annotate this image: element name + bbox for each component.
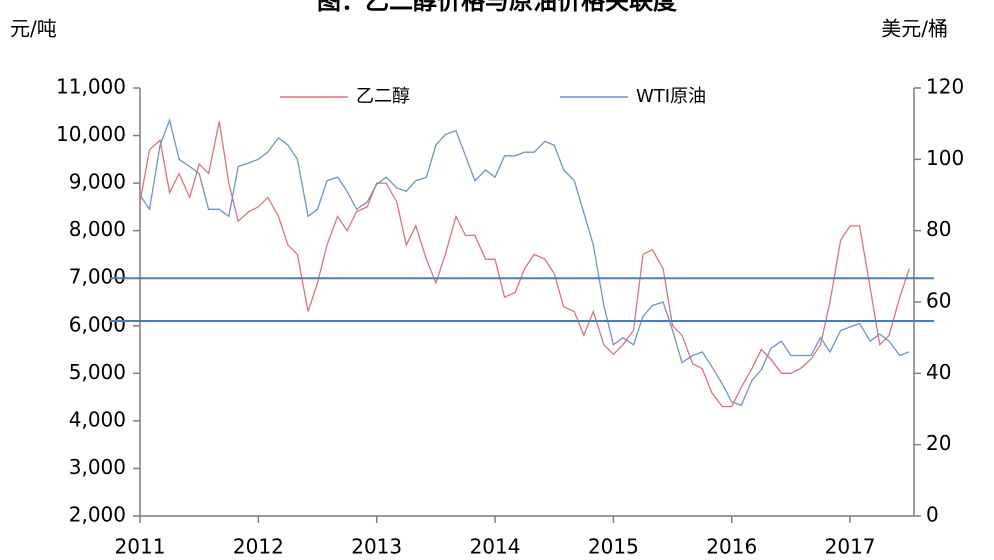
y-axis-label: 元/吨 [10, 17, 57, 41]
x-tick-label: 2011 [115, 535, 166, 559]
chart-title: 图：乙二醇价格与原油价格关联度 [317, 0, 678, 15]
y2-tick-label: 120 [926, 75, 964, 99]
x-tick-label: 2014 [470, 535, 521, 559]
y-tick-label: 6,000 [69, 312, 126, 336]
series-line [139, 117, 910, 407]
y2-tick-label: 60 [926, 289, 951, 313]
x-tick-label: 2013 [351, 535, 402, 559]
y-tick-label: 2,000 [69, 503, 126, 527]
y2-tick-label: 80 [926, 217, 951, 241]
y2-axis-label: 美元/桶 [881, 17, 948, 41]
y-tick-label: 11,000 [56, 75, 126, 99]
y2-tick-label: 0 [926, 503, 939, 527]
y-tick-label: 4,000 [69, 407, 126, 431]
series-line [139, 121, 910, 408]
y-tick-label: 8,000 [69, 217, 126, 241]
y-tick-label: 7,000 [69, 265, 126, 289]
y-tick-label: 9,000 [69, 170, 126, 194]
x-tick-label: 2012 [233, 535, 284, 559]
y2-tick-label: 40 [926, 360, 951, 384]
legend-label: WTI原油 [636, 86, 706, 107]
y2-tick-label: 100 [926, 146, 964, 170]
x-tick-label: 2017 [825, 535, 876, 559]
y2-tick-label: 20 [926, 431, 951, 455]
x-tick-label: 2016 [706, 535, 757, 559]
y-tick-label: 5,000 [69, 360, 126, 384]
y-tick-label: 10,000 [56, 122, 126, 146]
legend-label: 乙二醇 [356, 86, 410, 107]
y-tick-label: 3,000 [69, 455, 126, 479]
x-tick-label: 2015 [588, 535, 639, 559]
